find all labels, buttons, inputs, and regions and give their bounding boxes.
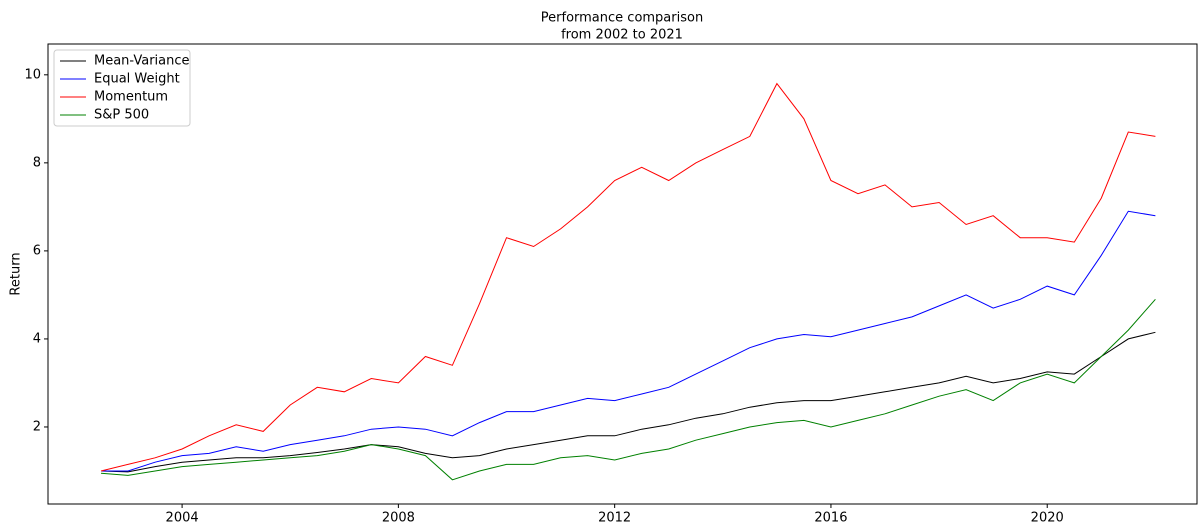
x-tick-label: 2016 (814, 511, 847, 525)
legend-label: S&P 500 (94, 108, 149, 123)
y-tick-label: 2 (33, 419, 41, 434)
legend-box (53, 49, 191, 127)
y-tick-label: 6 (33, 243, 41, 258)
y-tick-label: 10 (24, 67, 41, 82)
series-line (100, 298, 1156, 481)
x-tick-label: 2008 (382, 511, 415, 525)
legend-label: Mean-Variance (94, 54, 190, 69)
series-line (101, 210, 1156, 472)
x-tick-label: 2020 (1031, 511, 1064, 525)
x-tick-label: 2012 (598, 511, 631, 525)
plot-frame (47, 43, 1198, 505)
x-tick-label: 2004 (166, 511, 199, 525)
legend-label: Momentum (94, 90, 168, 105)
y-axis-label: Return (9, 252, 24, 295)
chart-title: Performance comparison (541, 11, 703, 26)
series-line (100, 82, 1156, 472)
series-line (100, 331, 1156, 473)
chart-subtitle: from 2002 to 2021 (561, 28, 683, 43)
legend-label: Equal Weight (94, 72, 180, 87)
y-tick-label: 4 (33, 331, 41, 346)
y-tick-label: 8 (33, 155, 41, 170)
